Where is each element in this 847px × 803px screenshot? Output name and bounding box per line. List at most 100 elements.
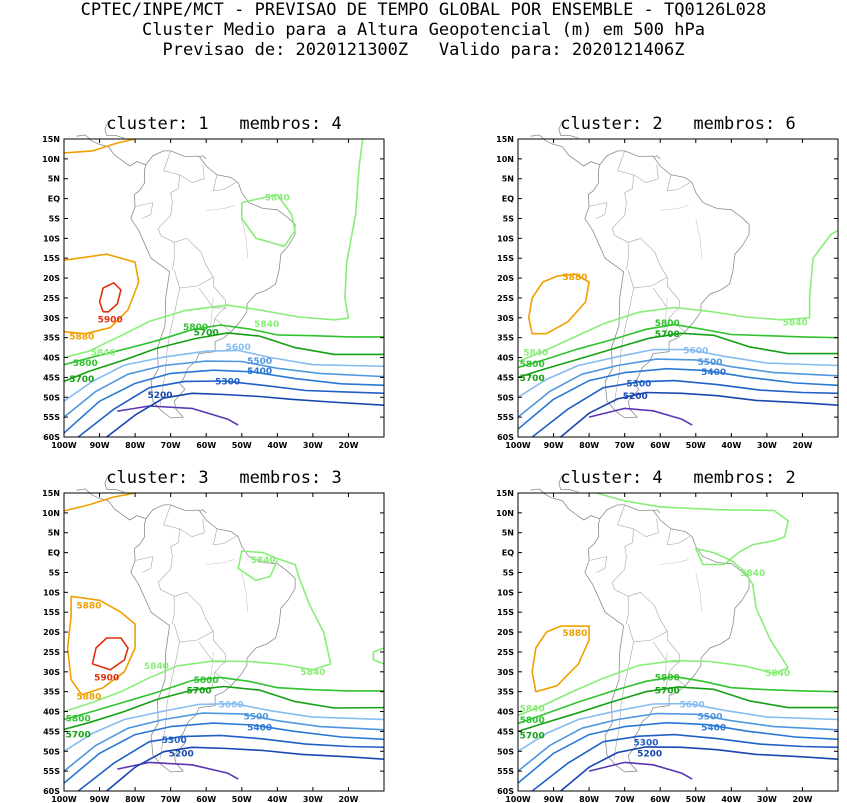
lat-label: 20S: [497, 628, 514, 637]
lat-label: 15S: [43, 608, 60, 617]
contour-5800: [517, 323, 839, 369]
contour-label-5500: 5500: [697, 358, 722, 368]
lon-label: 20W: [338, 795, 358, 803]
contour-lines: [517, 492, 839, 792]
lat-label: 55S: [497, 767, 514, 776]
contour-label-5300: 5300: [215, 378, 240, 388]
contour-5840: [372, 647, 385, 665]
lat-label: 35S: [43, 334, 60, 343]
contour-label-5840: 5840: [251, 556, 276, 566]
lat-label: 50S: [497, 747, 514, 756]
lat-label: 5N: [502, 529, 514, 538]
lat-label: 40S: [497, 708, 514, 717]
lat-label: 50S: [43, 747, 60, 756]
lat-label: EQ: [502, 195, 514, 204]
lat-label: 60S: [497, 433, 514, 442]
contour-5840: [241, 193, 296, 248]
contour-label-5500: 5500: [697, 713, 722, 723]
lat-label: 40S: [43, 708, 60, 717]
lon-label: 20W: [792, 441, 812, 450]
lat-label: 10S: [497, 234, 514, 243]
contour-5700: [63, 332, 384, 383]
contour-5700: [63, 685, 385, 731]
contour-5500: [63, 360, 385, 418]
coastline: [530, 120, 750, 419]
lon-label: 70W: [161, 795, 181, 803]
map-frame: [63, 492, 385, 792]
lat-label: 5N: [48, 529, 60, 538]
lat-label: 10N: [42, 509, 60, 518]
lat-label: 30S: [497, 668, 514, 677]
contour-5840: [517, 229, 839, 363]
map-svg: 5200530054005500560057005800584058405840…: [42, 474, 385, 803]
lon-label: 30W: [757, 441, 777, 450]
lat-label: 30S: [43, 668, 60, 677]
contour-label-5800: 5800: [73, 359, 98, 369]
contour-label-5880: 5880: [562, 629, 587, 639]
contour-5800: [63, 676, 384, 721]
contour-label-5500: 5500: [247, 357, 272, 367]
country-borders: [589, 504, 703, 760]
contour-5300: [531, 733, 839, 792]
lon-label: 100W: [51, 441, 77, 450]
lat-label: 25S: [43, 294, 60, 303]
lat-label: 15S: [497, 608, 514, 617]
contour-label-5300: 5300: [633, 738, 658, 748]
contour-label-5800: 5800: [183, 323, 208, 333]
contour-5200: [106, 746, 385, 792]
lon-label: 80W: [125, 441, 145, 450]
lon-label: 40W: [267, 441, 287, 450]
contour-label-5600: 5600: [226, 343, 251, 353]
contour-5880: [527, 273, 590, 335]
lat-label: 50S: [497, 393, 514, 402]
contour-5600: [63, 349, 385, 402]
lat-label: 45S: [43, 373, 60, 382]
contour-5880: [63, 492, 136, 512]
contour-label-5840: 5840: [523, 349, 548, 359]
lat-label: 20S: [43, 628, 60, 637]
lon-label: 30W: [757, 795, 777, 803]
contour-label-5700: 5700: [520, 374, 545, 384]
contour-label-5200: 5200: [147, 391, 172, 401]
contour-5800: [517, 675, 839, 725]
lon-label: 70W: [615, 795, 635, 803]
lat-label: 10S: [43, 234, 60, 243]
lon-label: 50W: [686, 441, 706, 450]
contour-label-5880: 5880: [69, 332, 94, 342]
contour-5840: [63, 138, 364, 359]
contour-5300: [77, 734, 385, 792]
contour-5840: [63, 550, 332, 713]
lat-label: 10S: [497, 588, 514, 597]
header-line-2: Cluster Medio para a Altura Geopotencial…: [142, 20, 705, 40]
map-frame: [63, 138, 385, 438]
lon-label: 40W: [267, 795, 287, 803]
contour-5700: [517, 332, 838, 379]
contour-label-5840: 5840: [144, 662, 169, 672]
lon-label: 80W: [579, 441, 599, 450]
lon-label: 60W: [196, 441, 216, 450]
lon-label: 70W: [615, 441, 635, 450]
contour-5600: [63, 702, 385, 752]
lon-label: 60W: [196, 795, 216, 803]
contour-5880: [531, 625, 590, 693]
contour-label-5880: 5880: [562, 273, 587, 283]
coastline: [76, 120, 296, 419]
lon-label: 50W: [232, 795, 252, 803]
lat-label: 15N: [496, 489, 514, 498]
contour-5500: [517, 712, 839, 772]
contour-label-5700: 5700: [655, 330, 680, 340]
contour-5400: [517, 721, 839, 784]
lon-label: 80W: [579, 795, 599, 803]
contour-label-5200: 5200: [169, 750, 194, 760]
lat-label: 15S: [43, 254, 60, 263]
country-borders: [589, 150, 703, 406]
lat-label: 5S: [503, 568, 515, 577]
lat-label: 10N: [496, 509, 514, 518]
lon-label: 90W: [544, 795, 564, 803]
lat-label: 15N: [496, 135, 514, 144]
contour-lines: [63, 138, 385, 438]
lon-label: 50W: [686, 795, 706, 803]
contour-5880: [63, 138, 136, 154]
lat-label: 40S: [497, 354, 514, 363]
